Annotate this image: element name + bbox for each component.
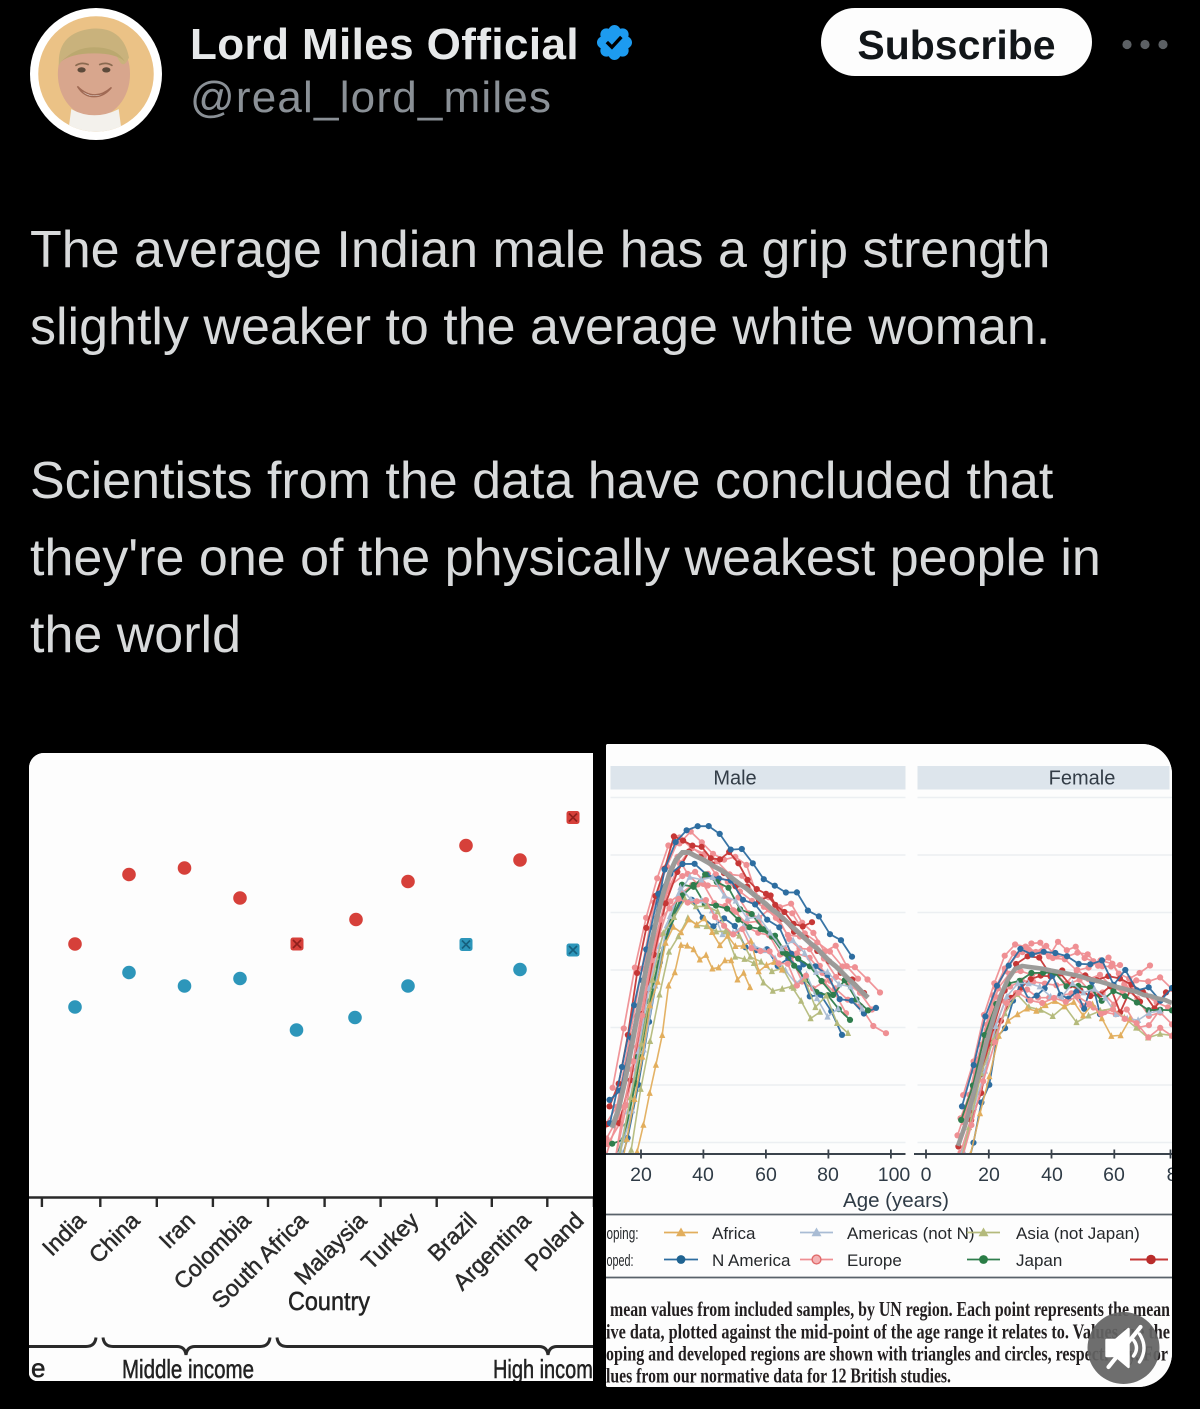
- svg-text:60: 60: [755, 1164, 777, 1186]
- svg-text:20: 20: [630, 1164, 652, 1186]
- svg-text:60: 60: [1103, 1164, 1125, 1186]
- svg-text:oping and developed regions ar: oping and developed regions are shown wi…: [606, 1342, 1168, 1366]
- svg-text:Country: Country: [288, 1286, 370, 1316]
- svg-text:High income: High income: [493, 1354, 593, 1381]
- svg-text:Europe: Europe: [847, 1251, 902, 1270]
- svg-text:Japan: Japan: [1016, 1251, 1062, 1270]
- svg-text:0: 0: [921, 1164, 932, 1186]
- svg-text:lues from our normative data f: lues from our normative data for 12 Brit…: [606, 1364, 951, 1388]
- svg-text:N America: N America: [712, 1251, 791, 1270]
- svg-text:80: 80: [817, 1164, 839, 1186]
- svg-text:8: 8: [1167, 1164, 1172, 1186]
- svg-text:40: 40: [1041, 1164, 1063, 1186]
- svg-text:ive data, plotted against the: ive data, plotted against the mid-point …: [606, 1320, 1170, 1344]
- svg-text:20: 20: [978, 1164, 1000, 1186]
- svg-text:40: 40: [692, 1164, 714, 1186]
- svg-text:mean values from included samp: mean values from included samples, by UN…: [610, 1297, 1170, 1321]
- svg-text:Middle income: Middle income: [122, 1354, 254, 1381]
- svg-text:Female: Female: [1049, 768, 1116, 790]
- svg-text:Age (years): Age (years): [843, 1189, 949, 1212]
- svg-text:Asia (not Japan): Asia (not Japan): [1016, 1224, 1140, 1243]
- svg-text:oping:: oping:: [607, 1224, 639, 1243]
- svg-text:100: 100: [878, 1164, 911, 1186]
- svg-text:Male: Male: [713, 768, 756, 790]
- svg-text:Americas (not N): Americas (not N): [847, 1224, 975, 1243]
- svg-text:e: e: [31, 1353, 45, 1381]
- svg-text:Africa: Africa: [712, 1224, 756, 1243]
- svg-text:oped:: oped:: [607, 1251, 634, 1270]
